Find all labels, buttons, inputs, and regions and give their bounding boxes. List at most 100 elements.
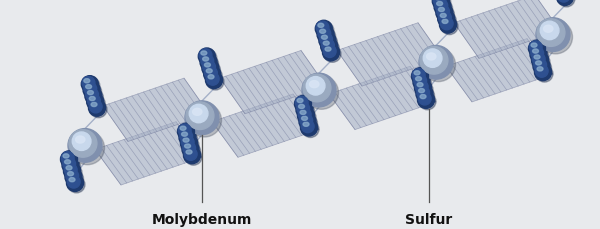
Circle shape [441, 19, 458, 35]
Circle shape [416, 82, 433, 98]
Circle shape [412, 68, 428, 85]
Circle shape [303, 75, 331, 102]
Circle shape [317, 23, 334, 39]
Ellipse shape [310, 81, 319, 88]
Circle shape [421, 49, 455, 82]
Circle shape [207, 74, 224, 91]
Ellipse shape [322, 36, 328, 40]
Circle shape [414, 75, 427, 88]
Ellipse shape [435, 0, 441, 1]
Circle shape [203, 62, 220, 79]
Circle shape [62, 153, 79, 169]
Ellipse shape [186, 150, 192, 154]
Ellipse shape [180, 127, 186, 131]
Circle shape [61, 152, 74, 165]
Circle shape [183, 142, 196, 155]
Ellipse shape [183, 138, 189, 143]
Circle shape [90, 101, 107, 118]
Circle shape [316, 21, 332, 38]
Circle shape [301, 115, 317, 132]
Ellipse shape [201, 52, 207, 56]
Circle shape [415, 81, 428, 94]
Circle shape [439, 13, 456, 30]
Ellipse shape [417, 83, 423, 87]
Circle shape [202, 56, 218, 73]
Ellipse shape [325, 48, 331, 52]
Circle shape [323, 45, 340, 62]
Circle shape [179, 130, 196, 146]
Circle shape [181, 136, 194, 149]
Circle shape [82, 77, 95, 90]
Circle shape [417, 87, 430, 100]
Circle shape [323, 46, 336, 58]
Circle shape [205, 68, 222, 85]
Circle shape [439, 12, 451, 25]
Circle shape [434, 0, 451, 12]
Polygon shape [337, 24, 443, 87]
Circle shape [557, 0, 574, 6]
Circle shape [324, 46, 341, 63]
Circle shape [298, 108, 314, 125]
Circle shape [531, 48, 544, 60]
Circle shape [86, 94, 104, 111]
Circle shape [64, 159, 80, 175]
Circle shape [532, 48, 548, 65]
Circle shape [530, 42, 547, 59]
Circle shape [61, 151, 77, 168]
Circle shape [202, 61, 219, 77]
Circle shape [185, 149, 202, 166]
Circle shape [423, 50, 442, 68]
Circle shape [535, 65, 548, 78]
Circle shape [298, 109, 311, 121]
Circle shape [535, 60, 551, 77]
Circle shape [316, 22, 329, 35]
Circle shape [306, 77, 325, 96]
Ellipse shape [76, 136, 85, 143]
Circle shape [182, 137, 199, 154]
Circle shape [201, 55, 214, 68]
Circle shape [181, 135, 197, 152]
Circle shape [413, 74, 430, 91]
Circle shape [199, 50, 212, 62]
Circle shape [205, 67, 217, 80]
Circle shape [419, 94, 436, 110]
Circle shape [299, 114, 316, 131]
Circle shape [83, 82, 100, 99]
Circle shape [420, 47, 448, 75]
Ellipse shape [323, 42, 329, 46]
Circle shape [440, 18, 453, 31]
Circle shape [178, 124, 194, 140]
Circle shape [322, 40, 339, 57]
Circle shape [189, 105, 208, 123]
Polygon shape [329, 67, 436, 130]
Circle shape [64, 163, 80, 180]
Circle shape [68, 129, 102, 163]
Ellipse shape [536, 62, 542, 66]
Ellipse shape [65, 160, 71, 164]
Circle shape [204, 66, 221, 83]
Circle shape [206, 73, 219, 86]
Ellipse shape [205, 63, 211, 68]
Circle shape [436, 5, 453, 22]
Circle shape [536, 66, 553, 83]
Text: Sulfur: Sulfur [406, 212, 452, 226]
Circle shape [72, 132, 91, 151]
Circle shape [540, 22, 559, 41]
Circle shape [320, 34, 332, 46]
Polygon shape [454, 0, 560, 59]
Circle shape [418, 93, 431, 106]
Circle shape [85, 84, 101, 101]
Circle shape [300, 114, 313, 127]
Ellipse shape [303, 123, 309, 127]
Ellipse shape [182, 132, 187, 137]
Polygon shape [446, 39, 553, 102]
Ellipse shape [91, 103, 97, 107]
Circle shape [418, 92, 434, 109]
Circle shape [436, 1, 452, 18]
Circle shape [63, 158, 76, 171]
Circle shape [67, 175, 83, 192]
Ellipse shape [534, 56, 540, 60]
Ellipse shape [185, 144, 191, 148]
Circle shape [184, 148, 197, 161]
Text: Molybdenum: Molybdenum [152, 212, 252, 226]
